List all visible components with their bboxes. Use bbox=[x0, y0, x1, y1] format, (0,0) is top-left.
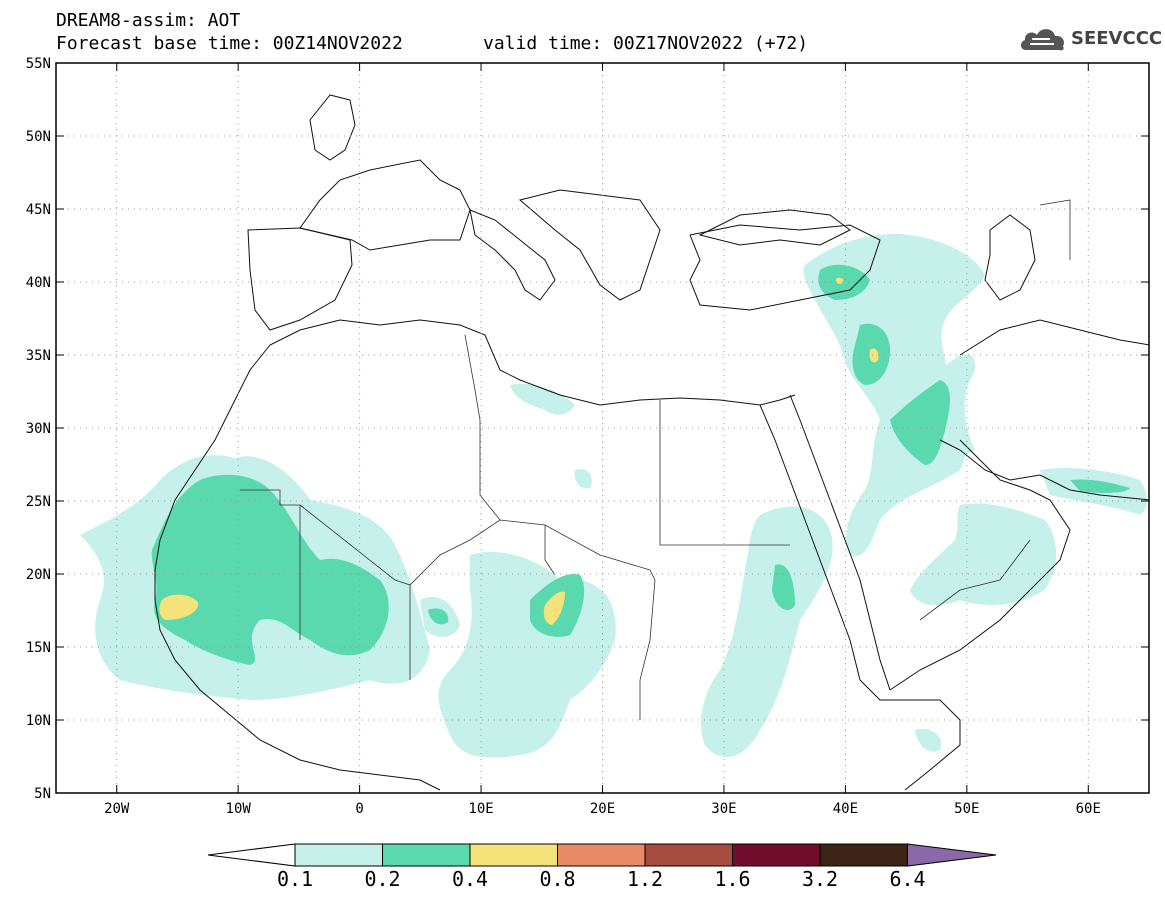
x-tick-label: 40E bbox=[833, 801, 858, 817]
aot-mid-field bbox=[151, 264, 1130, 665]
x-tick-label: 10W bbox=[226, 801, 252, 817]
y-tick-label: 55N bbox=[26, 56, 51, 72]
x-tick-label: 10E bbox=[468, 801, 493, 817]
colorbar-label: 0.2 bbox=[364, 867, 400, 891]
y-tick-label: 35N bbox=[26, 348, 51, 364]
colorbar-swatch bbox=[382, 843, 471, 867]
logo-text: SEEVCCC bbox=[1071, 28, 1163, 49]
valid-time: valid time: 00Z17NOV2022 (+72) bbox=[483, 33, 809, 54]
y-tick-label: 10N bbox=[26, 713, 51, 729]
x-tick-label: 30E bbox=[711, 801, 736, 817]
colorbar-swatch bbox=[819, 843, 908, 867]
y-axis: 55N 50N 45N 40N 35N 30N 25N 20N 15N 10N 5N bbox=[26, 56, 1149, 802]
seevccc-logo: SEEVCCC bbox=[1018, 24, 1162, 56]
colorbar-under-triangle bbox=[207, 843, 296, 867]
colorbar-label: 6.4 bbox=[889, 867, 925, 891]
colorbar-label: 1.6 bbox=[714, 867, 750, 891]
x-tick-label: 20E bbox=[590, 801, 615, 817]
colorbar-swatch bbox=[732, 843, 821, 867]
colorbar-swatch bbox=[294, 843, 383, 867]
colorbar-label: 1.2 bbox=[627, 867, 663, 891]
forecast-times: Forecast base time: 00Z14NOV2022 valid ti… bbox=[56, 33, 808, 54]
x-tick-label: 20W bbox=[104, 801, 130, 817]
colorbar-label: 0.4 bbox=[452, 867, 488, 891]
colorbar-label: 0.8 bbox=[539, 867, 575, 891]
borders bbox=[240, 199, 1071, 720]
colorbar-swatch bbox=[469, 843, 558, 867]
x-axis: 20W 10W 0 10E 20E 30E 40E 50E 60E bbox=[104, 63, 1101, 817]
colorbar-label: 0.1 bbox=[277, 867, 313, 891]
map-title: DREAM8-assim: AOT bbox=[56, 10, 241, 31]
colorbar-swatch bbox=[644, 843, 733, 867]
cloud-icon bbox=[1020, 29, 1065, 51]
y-tick-label: 5N bbox=[34, 786, 51, 802]
x-tick-label: 0 bbox=[355, 801, 363, 817]
y-tick-label: 15N bbox=[26, 640, 51, 656]
x-tick-label: 50E bbox=[954, 801, 979, 817]
y-tick-label: 25N bbox=[26, 494, 51, 510]
colorbar-swatch bbox=[557, 843, 646, 867]
colorbar-over-triangle bbox=[907, 843, 997, 867]
y-tick-label: 50N bbox=[26, 129, 51, 145]
base-time: Forecast base time: 00Z14NOV2022 bbox=[56, 33, 403, 54]
coastlines bbox=[154, 94, 1149, 791]
colorbar: 0.1 0.2 0.4 0.8 1.2 1.6 3.2 6.4 bbox=[207, 843, 997, 891]
x-tick-label: 60E bbox=[1076, 801, 1101, 817]
colorbar-label: 3.2 bbox=[802, 867, 838, 891]
y-tick-label: 30N bbox=[26, 421, 51, 437]
aot-high-field bbox=[159, 277, 879, 625]
y-tick-label: 45N bbox=[26, 202, 51, 218]
y-tick-label: 20N bbox=[26, 567, 51, 583]
y-tick-label: 40N bbox=[26, 275, 51, 291]
